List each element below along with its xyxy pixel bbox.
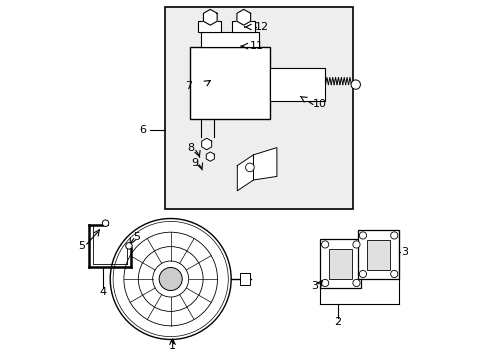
Bar (269, 68, 325, 101)
Circle shape (352, 241, 359, 248)
Polygon shape (253, 148, 276, 180)
Bar (201, 32, 258, 47)
Text: 4: 4 (100, 287, 107, 297)
Circle shape (359, 232, 366, 239)
Text: 3: 3 (310, 281, 318, 291)
Bar (329, 249, 351, 279)
Bar (320, 239, 361, 288)
Circle shape (321, 279, 328, 287)
Polygon shape (206, 152, 214, 161)
Circle shape (245, 163, 254, 172)
Bar (165, 7, 352, 209)
Circle shape (350, 80, 360, 89)
Text: 9: 9 (191, 158, 198, 168)
Circle shape (390, 270, 397, 278)
Circle shape (125, 243, 132, 249)
Bar (231, 21, 255, 32)
Circle shape (321, 241, 328, 248)
Text: 10: 10 (312, 99, 325, 109)
Polygon shape (237, 9, 250, 25)
Polygon shape (237, 155, 253, 191)
Circle shape (110, 219, 231, 339)
Bar (197, 21, 221, 32)
Text: 5: 5 (133, 232, 140, 242)
Text: 5: 5 (78, 240, 85, 251)
Circle shape (359, 270, 366, 278)
Text: 1: 1 (169, 341, 176, 351)
Bar (366, 240, 389, 270)
Circle shape (352, 279, 359, 287)
Circle shape (102, 220, 108, 226)
Text: 3: 3 (400, 247, 407, 257)
Bar (190, 47, 269, 119)
Circle shape (159, 267, 182, 291)
Text: 11: 11 (249, 41, 264, 51)
Text: 12: 12 (254, 22, 268, 32)
Polygon shape (201, 138, 211, 150)
Bar (240, 273, 250, 285)
Text: 8: 8 (187, 143, 194, 153)
Bar (357, 230, 399, 279)
Circle shape (390, 232, 397, 239)
Text: 7: 7 (185, 81, 192, 91)
Text: 6: 6 (139, 125, 146, 135)
Polygon shape (203, 9, 217, 25)
Text: 2: 2 (334, 317, 341, 327)
